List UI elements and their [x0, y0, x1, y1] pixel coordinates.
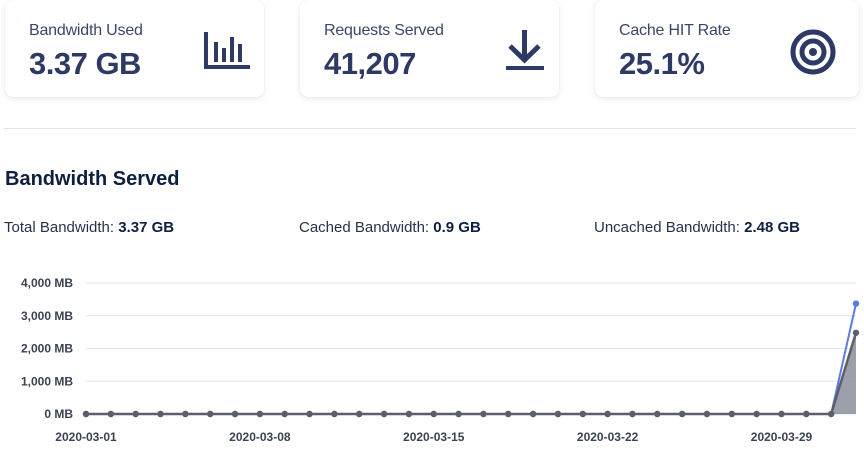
download-icon	[506, 30, 544, 70]
stat-value: 0.9 GB	[433, 219, 481, 236]
uncached-data-point	[529, 410, 537, 418]
uncached-data-point	[852, 329, 860, 336]
y-tick-label: 2,000 MB	[21, 342, 73, 356]
uncached-data-point	[182, 410, 189, 418]
target-icon	[790, 29, 836, 75]
uncached-data-point	[554, 410, 562, 418]
y-tick-label: 0 MB	[44, 407, 73, 421]
y-tick-label: 4,000 MB	[21, 276, 73, 290]
card-value: 3.37 GB	[29, 46, 141, 81]
stat-value: 2.48 GB	[744, 219, 800, 236]
uncached-data-point	[157, 410, 164, 418]
section-title: Bandwidth Served	[5, 168, 180, 190]
uncached-data-point	[430, 410, 437, 418]
uncached-data-point	[604, 410, 611, 418]
uncached-data-point	[256, 410, 264, 418]
card-label: Bandwidth Used	[29, 22, 143, 39]
stat-label: Cached Bandwidth:	[299, 219, 430, 236]
uncached-bandwidth-stat: Uncached Bandwidth: 2.48 GB	[594, 219, 800, 236]
cached-bandwidth-stat: Cached Bandwidth: 0.9 GB	[299, 219, 481, 236]
uncached-data-point	[132, 410, 139, 418]
uncached-data-point	[405, 410, 413, 418]
x-tick-label: 2020-03-22	[577, 430, 639, 444]
uncached-data-point	[728, 410, 736, 418]
uncached-data-point	[206, 410, 214, 418]
stat-value: 3.37 GB	[118, 219, 175, 236]
total-series-line	[86, 303, 857, 415]
uncached-series-line	[86, 332, 858, 416]
bar-chart-icon	[204, 32, 250, 69]
divider	[4, 128, 856, 129]
uncached-data-point	[703, 410, 711, 418]
uncached-data-point	[82, 410, 90, 418]
y-tick-label: 1,000 MB	[21, 374, 73, 388]
uncached-data-point	[629, 410, 636, 418]
uncached-data-point	[778, 410, 785, 418]
uncached-data-point	[505, 410, 512, 418]
uncached-data-point	[356, 410, 363, 418]
uncached-data-point	[579, 410, 586, 418]
uncached-data-point	[107, 410, 115, 418]
x-tick-label: 2020-03-15	[403, 430, 465, 444]
x-tick-label: 2020-03-08	[229, 430, 291, 444]
y-tick-label: 3,000 MB	[21, 309, 73, 323]
uncached-data-point	[380, 410, 388, 418]
uncached-data-point	[480, 410, 487, 418]
uncached-data-point	[678, 410, 686, 418]
stat-label: Total Bandwidth:	[4, 219, 115, 236]
bandwidth-chart: 4,000 MB 3,000 MB 2,000 MB 1,000 MB 0 MB 2020…	[21, 276, 860, 444]
uncached-data-point	[455, 410, 462, 418]
cache-hit-rate-card: Cache HIT Rate 25.1%	[595, 0, 859, 97]
uncached-data-point	[281, 410, 288, 418]
card-value: 41,207	[324, 46, 416, 81]
x-tick-label: 2020-03-29	[751, 430, 813, 444]
stat-label: Uncached Bandwidth:	[594, 219, 740, 236]
uncached-data-point	[306, 410, 313, 418]
requests-served-card: Requests Served 41,207	[300, 0, 559, 97]
card-label: Cache HIT Rate	[619, 22, 731, 39]
total-bandwidth-stat: Total Bandwidth: 3.37 GB	[4, 219, 174, 236]
card-label: Requests Served	[324, 22, 444, 39]
uncached-data-point	[231, 410, 239, 418]
uncached-data-point	[803, 410, 810, 418]
uncached-data-point	[827, 410, 835, 418]
x-tick-label: 2020-03-01	[55, 430, 117, 444]
uncached-data-point	[331, 410, 338, 418]
bandwidth-used-card: Bandwidth Used 3.37 GB	[5, 0, 264, 97]
total-data-point	[852, 300, 860, 307]
uncached-area	[86, 332, 856, 414]
card-value: 25.1%	[619, 46, 705, 81]
uncached-data-point	[654, 410, 661, 418]
uncached-data-point	[753, 410, 760, 418]
